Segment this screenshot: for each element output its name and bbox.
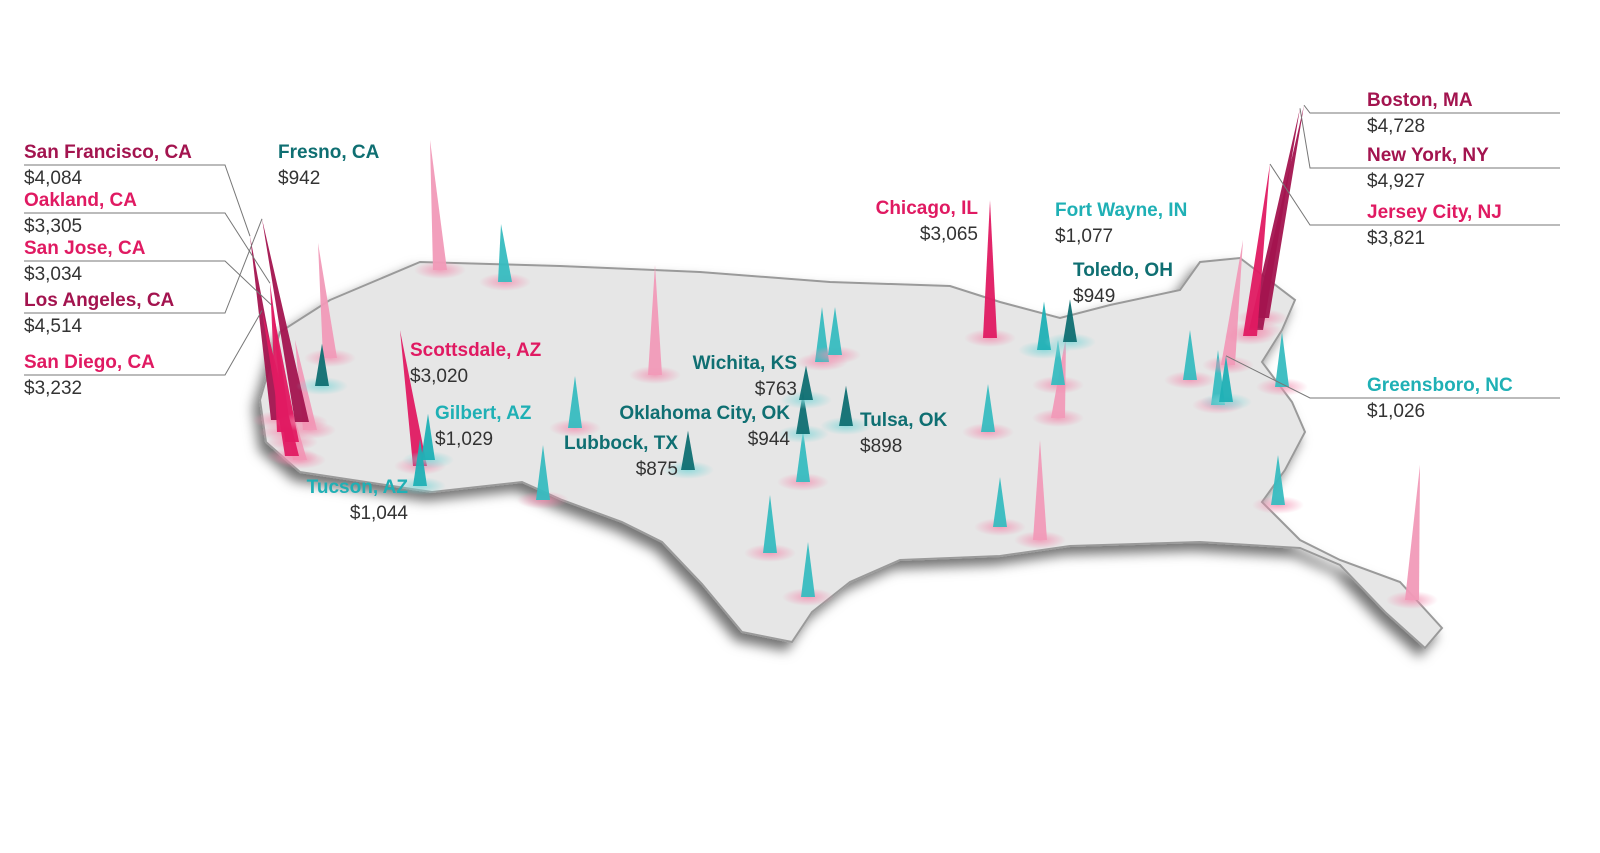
spike: [1249, 108, 1300, 330]
city-label: Tulsa, OK: [860, 410, 948, 431]
city-label: Chicago, IL: [876, 198, 979, 219]
city-label: Toledo, OH: [1073, 260, 1173, 281]
spike: [413, 439, 427, 486]
price-label: $3,305: [24, 216, 82, 237]
decor-spike: [1033, 440, 1047, 540]
decor-spike: [1275, 332, 1289, 387]
city-label: San Francisco, CA: [24, 142, 192, 163]
price-label: $4,927: [1367, 171, 1425, 192]
city-label: Fort Wayne, IN: [1055, 200, 1187, 221]
leader-line: [1225, 355, 1560, 399]
leader-line: [24, 164, 251, 237]
spike: [1063, 299, 1077, 342]
price-label: $942: [278, 168, 320, 189]
leader-line: [1303, 104, 1560, 114]
price-label: $3,232: [24, 378, 82, 399]
decor-spike: [763, 495, 777, 553]
spike: [796, 391, 810, 434]
spike: [839, 385, 853, 426]
city-label: Tucson, AZ: [307, 477, 409, 498]
spike: [262, 218, 309, 422]
price-label: $3,065: [920, 224, 978, 245]
spike: [799, 365, 813, 400]
leader-line: [24, 310, 263, 376]
city-label: Wichita, KS: [693, 353, 797, 374]
price-label: $875: [636, 459, 678, 480]
price-label: $3,821: [1367, 228, 1425, 249]
decor-spike: [1405, 465, 1420, 600]
leader-line: [24, 218, 263, 314]
leader-line: [24, 260, 273, 306]
price-label: $944: [748, 429, 791, 450]
spike: [1243, 164, 1270, 336]
decor-spike: [318, 243, 337, 358]
price-label: $898: [860, 436, 902, 457]
city-label: Oklahoma City, OK: [619, 403, 790, 424]
spike: [272, 305, 299, 442]
city-label: Jersey City, NJ: [1367, 202, 1502, 223]
city-label: Los Angeles, CA: [24, 290, 175, 311]
city-label: Boston, MA: [1367, 90, 1473, 111]
spike: [262, 310, 299, 456]
leader-line: [1299, 108, 1560, 169]
city-label: San Jose, CA: [24, 238, 146, 259]
spike: [400, 330, 427, 466]
decor-spike: [648, 265, 662, 375]
city-label: Fresno, CA: [278, 142, 380, 163]
price-label: $949: [1073, 286, 1115, 307]
decor-spike: [828, 307, 842, 355]
decor-spike: [498, 224, 512, 282]
us-map: [258, 256, 1444, 650]
price-label: $4,514: [24, 316, 83, 337]
spike: [1219, 355, 1233, 402]
price-label: $763: [755, 379, 797, 400]
price-label: $1,044: [350, 503, 409, 524]
decor-spike: [1271, 455, 1285, 505]
decor-spike: [568, 376, 582, 428]
leader-line: [24, 212, 271, 284]
city-label: San Diego, CA: [24, 352, 155, 373]
price-label: $3,020: [410, 366, 468, 387]
price-label: $3,034: [24, 264, 83, 285]
decor-spikes: [274, 140, 1438, 609]
city-label: Lubbock, TX: [564, 433, 678, 454]
price-label: $1,026: [1367, 401, 1425, 422]
price-label: $4,084: [24, 168, 83, 189]
spike: [681, 430, 695, 470]
price-label: $1,077: [1055, 226, 1113, 247]
city-label: Gilbert, AZ: [435, 403, 532, 424]
city-label: Greensboro, NC: [1367, 375, 1513, 396]
city-label: New York, NY: [1367, 145, 1489, 166]
city-label: Oakland, CA: [24, 190, 137, 211]
decor-spike: [1051, 340, 1065, 385]
spike: [250, 236, 285, 420]
spikes: [250, 105, 1304, 495]
city-label: Scottsdale, AZ: [410, 340, 542, 361]
decor-spike: [981, 384, 995, 432]
price-label: $1,029: [435, 429, 493, 450]
leader-line: [1269, 163, 1560, 226]
decor-spike: [993, 477, 1007, 527]
spike: [315, 343, 329, 386]
spike: [983, 200, 997, 338]
price-label: $4,728: [1367, 116, 1425, 137]
spike: [421, 413, 435, 460]
decor-spike: [536, 445, 550, 500]
decor-spike: [801, 542, 815, 597]
decor-spike: [796, 430, 810, 482]
decor-spike: [430, 140, 447, 270]
decor-spike: [1183, 330, 1197, 380]
